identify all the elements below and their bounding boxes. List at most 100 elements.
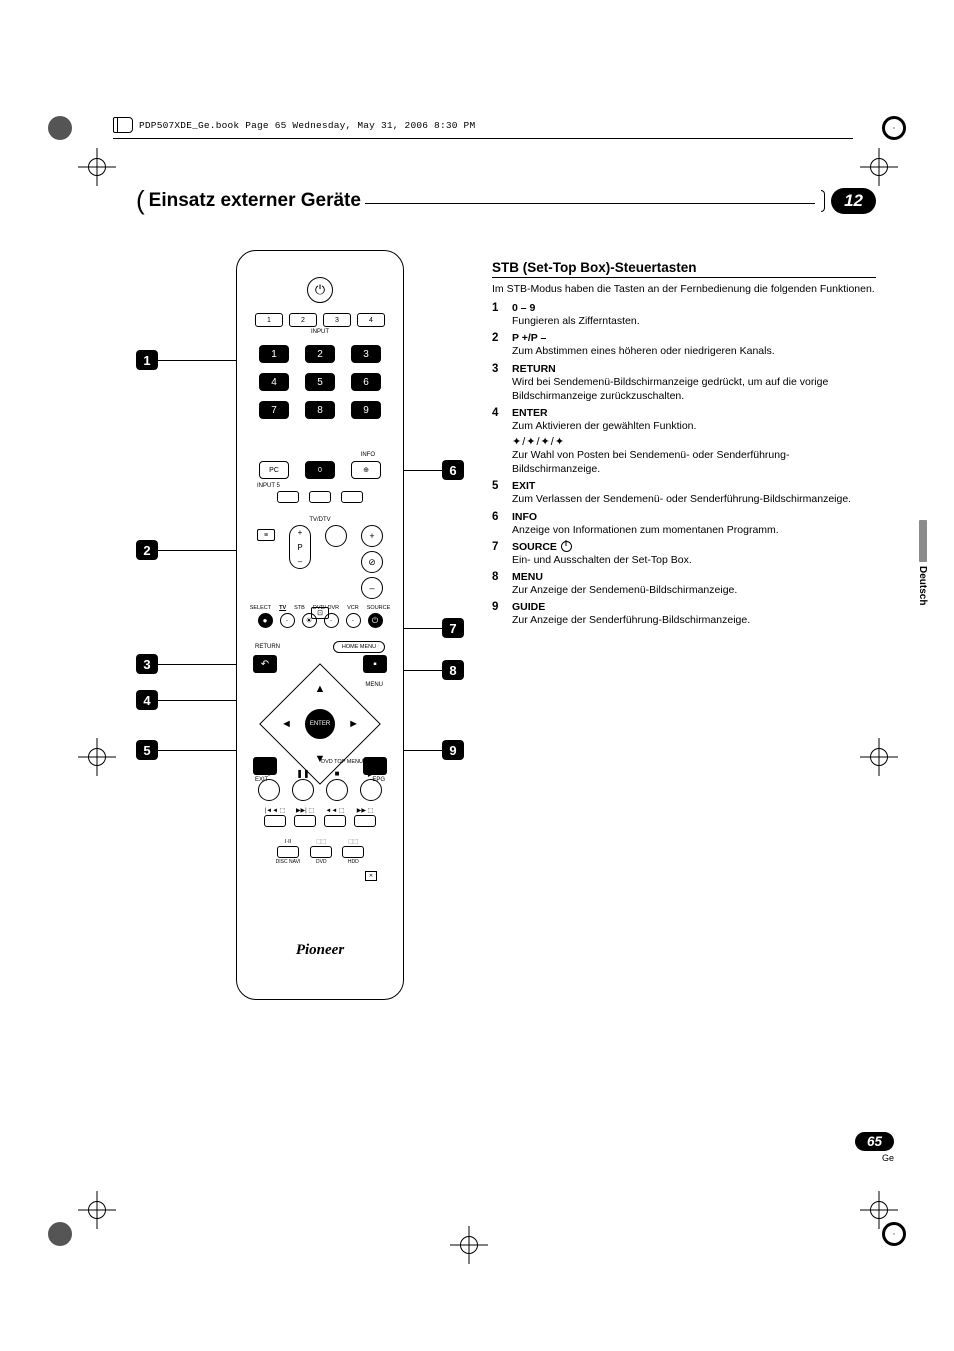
mid-cluster: TV/DTV ≡ + P – + ⊘ – xyxy=(237,517,403,619)
num-8: 8 xyxy=(305,401,335,419)
item-4-desc: Zum Aktivieren der gewählten Funktion. xyxy=(512,419,876,433)
next-icon: ▶▶| ⬚ xyxy=(296,807,314,814)
item-5-label: EXIT xyxy=(512,480,876,492)
input-2: 2 xyxy=(289,313,317,327)
crop-target-tr xyxy=(864,152,894,182)
item-1-num: 1 xyxy=(492,302,512,328)
book-icon xyxy=(113,117,133,133)
rew-icon: ◄◄ ⬚ xyxy=(325,807,344,814)
ch-p: P xyxy=(297,543,302,552)
title-rule xyxy=(365,203,815,204)
rew-button xyxy=(324,815,346,827)
item-3-label: RETURN xyxy=(512,363,876,375)
callout-1: 1 xyxy=(136,350,158,370)
item-3-num: 3 xyxy=(492,363,512,403)
sel-lbl-tv: TV xyxy=(279,605,286,611)
callout-1-line xyxy=(158,360,244,361)
skip-row: |◄◄ ⬚ ▶▶| ⬚ ◄◄ ⬚ ▶▶ ⬚ xyxy=(237,807,403,827)
play-button xyxy=(360,779,382,801)
num-4: 4 xyxy=(259,373,289,391)
input-3: 3 xyxy=(323,313,351,327)
item-8-num: 8 xyxy=(492,571,512,597)
mode-row: I·IIDISC NAVI ⬚⬚DVD ⬚⬚HDD xyxy=(237,839,403,865)
item-3: 3 RETURN Wird bei Sendemenü-Bildschirman… xyxy=(492,363,876,403)
ff-icon: ▶▶ ⬚ xyxy=(357,807,374,814)
running-header-text: PDP507XDE_Ge.book Page 65 Wednesday, May… xyxy=(139,120,475,131)
callout-9: 9 xyxy=(442,740,464,760)
teletext-icon: ≡ xyxy=(257,529,275,541)
dvd-guide-label: DVD TOP MENU / GUIDE xyxy=(321,759,385,765)
input-buttons: 1 2 3 4 xyxy=(237,313,403,327)
title-bracket: ( xyxy=(136,185,149,216)
mode-sub-1: DISC NAVI xyxy=(276,859,301,865)
return-button: ↶ xyxy=(253,655,277,673)
page-number-badge: 65 Ge xyxy=(855,1132,894,1163)
playback-row: ● ❚❚ ■ ▶ xyxy=(237,769,403,801)
item-9: 9 GUIDE Zur Anzeige der Senderführung-Bi… xyxy=(492,601,876,627)
item-7-num: 7 xyxy=(492,541,512,567)
numpad: 1 2 3 4 5 6 7 8 9 xyxy=(237,345,403,419)
crop-dot-tl xyxy=(48,116,72,140)
dpad: ▲ ▼ ◄ ► ENTER xyxy=(277,681,363,767)
item-7: 7 SOURCE Ein- und Ausschalten der Set-To… xyxy=(492,541,876,567)
num-2: 2 xyxy=(305,345,335,363)
callout-7: 7 xyxy=(442,618,464,638)
section-heading: STB (Set-Top Box)-Steuertasten xyxy=(492,260,876,275)
num-7: 7 xyxy=(259,401,289,419)
callout-2: 2 xyxy=(136,540,158,560)
sel-tv: · xyxy=(280,613,295,628)
header-rule xyxy=(113,138,853,139)
input-4: 4 xyxy=(357,313,385,327)
item-5: 5 EXIT Zum Verlassen der Sendemenü- oder… xyxy=(492,480,876,506)
page-content: ( Einsatz externer Geräte 12 1 2 3 4 5 6… xyxy=(136,185,876,631)
sel-lbl-source: SOURCE xyxy=(367,605,391,611)
mode-sub-2: DVD xyxy=(316,859,327,865)
item-4-label: ENTER xyxy=(512,407,876,419)
item-7-label-text: SOURCE xyxy=(512,541,557,553)
sel-lbl-stb: STB xyxy=(294,605,305,611)
mode-lbl-3: ⬚⬚ xyxy=(348,839,358,845)
prev-button xyxy=(264,815,286,827)
pause-button xyxy=(292,779,314,801)
language-tab: Deutsch xyxy=(917,520,928,605)
page-number: 65 xyxy=(855,1132,894,1151)
item-8-label: MENU xyxy=(512,571,876,583)
stop-icon: ■ xyxy=(335,769,340,778)
tvdtv-label: TV/DTV xyxy=(237,517,403,523)
menu-label: MENU xyxy=(365,682,383,688)
item-4-desc2: Zur Wahl von Posten bei Sendemenü- oder … xyxy=(512,448,876,476)
item-2: 2 P +/P – Zum Abstimmen eines höheren od… xyxy=(492,332,876,358)
item-1: 1 0 – 9 Fungieren als Zifferntasten. xyxy=(492,302,876,328)
input-label: INPUT xyxy=(237,329,403,335)
mute: ⊘ xyxy=(361,551,383,573)
num-1: 1 xyxy=(259,345,289,363)
vol-down: – xyxy=(361,577,383,599)
title-cap xyxy=(821,190,825,212)
mode-btn-3 xyxy=(342,846,364,858)
item-5-num: 5 xyxy=(492,480,512,506)
input-1: 1 xyxy=(255,313,283,327)
select-row: SELECT TV STB DVD/ DVR VCR SOURCE ● · ☀ … xyxy=(237,605,403,628)
crop-target-mr xyxy=(864,742,894,772)
tiny-badge: ✕ xyxy=(365,871,377,881)
text-column: STB (Set-Top Box)-Steuertasten Im STB-Mo… xyxy=(492,250,876,631)
item-4-arrows: ✦/✦/✦/✦ xyxy=(512,435,876,448)
item-2-label: P +/P – xyxy=(512,332,876,344)
item-6-desc: Anzeige von Informationen zum momentanen… xyxy=(512,523,876,537)
color-1 xyxy=(277,491,299,503)
crop-dot-tr xyxy=(882,116,906,140)
item-9-label: GUIDE xyxy=(512,601,876,613)
pc-button: PC xyxy=(259,461,289,479)
ff-button xyxy=(354,815,376,827)
power-button: ⏻ xyxy=(307,277,333,303)
section-intro: Im STB-Modus haben die Tasten an der Fer… xyxy=(492,282,876,296)
enter-button: ENTER xyxy=(305,709,335,739)
power-icon xyxy=(561,541,572,552)
color-2 xyxy=(309,491,331,503)
rec-icon: ● xyxy=(267,769,272,778)
crop-target-tl xyxy=(82,152,112,182)
section-title-row: ( Einsatz externer Geräte 12 xyxy=(136,185,876,216)
dpad-up: ▲ xyxy=(315,683,326,695)
mode-btn-1 xyxy=(277,846,299,858)
crop-dot-br xyxy=(882,1222,906,1246)
